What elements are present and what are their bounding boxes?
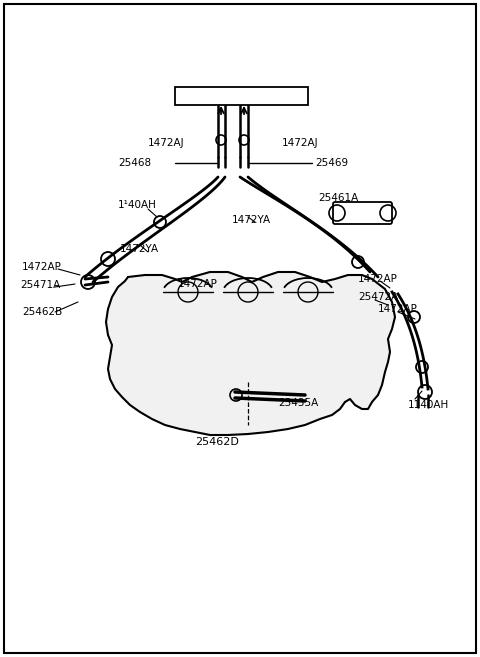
- Text: 25461A: 25461A: [318, 193, 358, 203]
- Text: 1472YA: 1472YA: [232, 215, 271, 225]
- Text: 25435A: 25435A: [278, 398, 318, 408]
- Text: 1140AH: 1140AH: [408, 400, 449, 410]
- Text: 1¹40AH: 1¹40AH: [118, 200, 157, 210]
- Text: 1472AP: 1472AP: [378, 304, 418, 314]
- Text: 1472AP: 1472AP: [22, 262, 62, 272]
- Text: 1472AP: 1472AP: [358, 274, 398, 284]
- Text: 25471A: 25471A: [20, 280, 60, 290]
- FancyBboxPatch shape: [175, 87, 308, 105]
- Text: 1472AJ: 1472AJ: [148, 138, 185, 148]
- FancyBboxPatch shape: [333, 202, 392, 224]
- Text: 25468: 25468: [118, 158, 151, 168]
- Text: THROTTLE BODY: THROTTLE BODY: [185, 89, 295, 102]
- Text: 1472AJ: 1472AJ: [282, 138, 319, 148]
- Text: 25462D: 25462D: [195, 437, 239, 447]
- Text: 1472YA: 1472YA: [120, 244, 159, 254]
- Polygon shape: [106, 272, 395, 435]
- Text: 25462B: 25462B: [22, 307, 62, 317]
- FancyBboxPatch shape: [4, 4, 476, 653]
- Text: 1472AP: 1472AP: [178, 279, 218, 289]
- Text: 25469: 25469: [315, 158, 348, 168]
- Text: 25472A: 25472A: [358, 292, 398, 302]
